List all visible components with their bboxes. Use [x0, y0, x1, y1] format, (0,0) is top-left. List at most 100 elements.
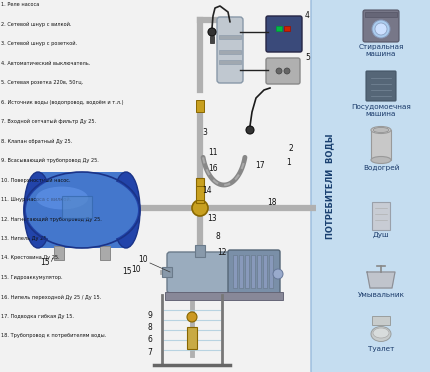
Text: 17. Подводка гибкая Ду 15.: 17. Подводка гибкая Ду 15.: [1, 314, 74, 319]
Bar: [196, 100, 204, 112]
Bar: [372, 316, 390, 325]
Text: 10: 10: [138, 255, 147, 264]
Ellipse shape: [112, 172, 140, 248]
Bar: [251, 255, 255, 288]
Bar: [365, 12, 397, 17]
FancyBboxPatch shape: [363, 10, 399, 42]
Bar: [165, 292, 283, 300]
Ellipse shape: [36, 187, 88, 209]
Bar: [239, 255, 243, 288]
Bar: [100, 246, 110, 260]
Bar: [196, 186, 204, 200]
Text: Стиральная
машина: Стиральная машина: [358, 44, 404, 57]
FancyBboxPatch shape: [311, 0, 430, 372]
Text: Посудомоечная
машина: Посудомоечная машина: [351, 104, 411, 117]
Bar: [62, 196, 92, 218]
Text: 11. Шнур насоса с вилкой.: 11. Шнур насоса с вилкой.: [1, 197, 71, 202]
FancyBboxPatch shape: [266, 16, 302, 52]
Bar: [187, 327, 197, 349]
Text: 16: 16: [208, 164, 218, 173]
Text: 7: 7: [147, 348, 152, 357]
Bar: [372, 202, 390, 230]
Text: 13: 13: [207, 214, 217, 222]
Bar: [54, 246, 64, 260]
FancyBboxPatch shape: [366, 71, 396, 101]
Circle shape: [246, 126, 254, 134]
FancyBboxPatch shape: [228, 250, 280, 295]
Text: 15: 15: [122, 267, 132, 276]
Text: 9. Всасывающий трубопровод Ду 25.: 9. Всасывающий трубопровод Ду 25.: [1, 158, 99, 163]
Text: 2. Сетевой шнур с вилкой.: 2. Сетевой шнур с вилкой.: [1, 22, 71, 27]
Text: 3. Сетевой шнур с розеткой.: 3. Сетевой шнур с розеткой.: [1, 41, 77, 46]
Circle shape: [273, 269, 283, 279]
Ellipse shape: [24, 172, 52, 248]
Text: 6: 6: [147, 335, 152, 344]
Text: 9: 9: [147, 311, 152, 320]
FancyBboxPatch shape: [266, 58, 300, 84]
FancyBboxPatch shape: [167, 252, 233, 293]
Text: 5. Сетевая розетка 220в, 50гц.: 5. Сетевая розетка 220в, 50гц.: [1, 80, 83, 85]
Text: 13. Нипель Ду 25.: 13. Нипель Ду 25.: [1, 236, 48, 241]
Text: Водогрей: Водогрей: [363, 164, 399, 170]
Circle shape: [208, 28, 216, 36]
Ellipse shape: [371, 327, 391, 341]
Text: 1. Реле насоса: 1. Реле насоса: [1, 2, 39, 7]
Bar: [219, 50, 241, 54]
Text: 17: 17: [255, 160, 265, 170]
Bar: [257, 255, 261, 288]
Circle shape: [284, 68, 290, 74]
Bar: [276, 26, 282, 31]
Text: 7. Входной сетчатый фильтр Ду 25.: 7. Входной сетчатый фильтр Ду 25.: [1, 119, 96, 124]
Ellipse shape: [373, 128, 389, 132]
Text: 8. Клапан обратный Ду 25.: 8. Клапан обратный Ду 25.: [1, 138, 72, 144]
Bar: [162, 267, 172, 277]
Ellipse shape: [26, 174, 138, 246]
Ellipse shape: [371, 126, 391, 134]
Polygon shape: [367, 272, 395, 288]
Text: 14: 14: [202, 186, 212, 195]
Bar: [195, 245, 205, 257]
Text: 10: 10: [131, 266, 141, 275]
Bar: [219, 35, 241, 39]
Text: 4. Автоматический выключатель.: 4. Автоматический выключатель.: [1, 61, 90, 65]
Text: 12: 12: [217, 247, 227, 257]
Bar: [269, 255, 273, 288]
Circle shape: [375, 23, 387, 35]
Circle shape: [372, 20, 390, 38]
Text: 14. Крестовина Ду 25.: 14. Крестовина Ду 25.: [1, 256, 60, 260]
Text: 11: 11: [208, 148, 218, 157]
Bar: [233, 255, 237, 288]
Bar: [371, 130, 391, 160]
Text: Туалет: Туалет: [368, 346, 394, 352]
Text: 2: 2: [289, 144, 293, 153]
Text: 3: 3: [203, 128, 207, 137]
Bar: [284, 26, 290, 31]
FancyBboxPatch shape: [217, 17, 243, 83]
Text: 8: 8: [147, 323, 152, 332]
Text: 6. Источник воды (водопровод, водоём и т.л.): 6. Источник воды (водопровод, водоём и т…: [1, 99, 123, 105]
Text: 12. Нагнетающий трубопровод Ду 25.: 12. Нагнетающий трубопровод Ду 25.: [1, 217, 102, 222]
Ellipse shape: [373, 328, 389, 338]
Bar: [245, 255, 249, 288]
Text: 18. Трубопровод к потребителям воды.: 18. Трубопровод к потребителям воды.: [1, 334, 106, 339]
Text: ПОТРЕБИТЕЛИ  ВОДЫ: ПОТРЕБИТЕЛИ ВОДЫ: [326, 133, 335, 239]
Text: 15. Гидроаккумулятор.: 15. Гидроаккумулятор.: [1, 275, 63, 280]
Bar: [219, 60, 241, 64]
Text: Душ: Душ: [373, 232, 389, 238]
Text: 4: 4: [305, 11, 310, 20]
Text: 1: 1: [287, 157, 292, 167]
Bar: [210, 36, 214, 43]
Circle shape: [187, 312, 197, 322]
Text: 8: 8: [215, 231, 221, 241]
Bar: [36, 172, 128, 248]
Text: 15: 15: [40, 258, 49, 267]
Circle shape: [276, 68, 282, 74]
Text: 16. Нипель переходной Ду 25 / Ду 15.: 16. Нипель переходной Ду 25 / Ду 15.: [1, 295, 101, 299]
Bar: [196, 178, 204, 203]
Bar: [263, 255, 267, 288]
Text: 5: 5: [305, 53, 310, 62]
Text: 10. Поверхностный насос.: 10. Поверхностный насос.: [1, 177, 71, 183]
Text: 18: 18: [267, 198, 277, 206]
Ellipse shape: [371, 157, 391, 164]
Circle shape: [192, 200, 208, 216]
